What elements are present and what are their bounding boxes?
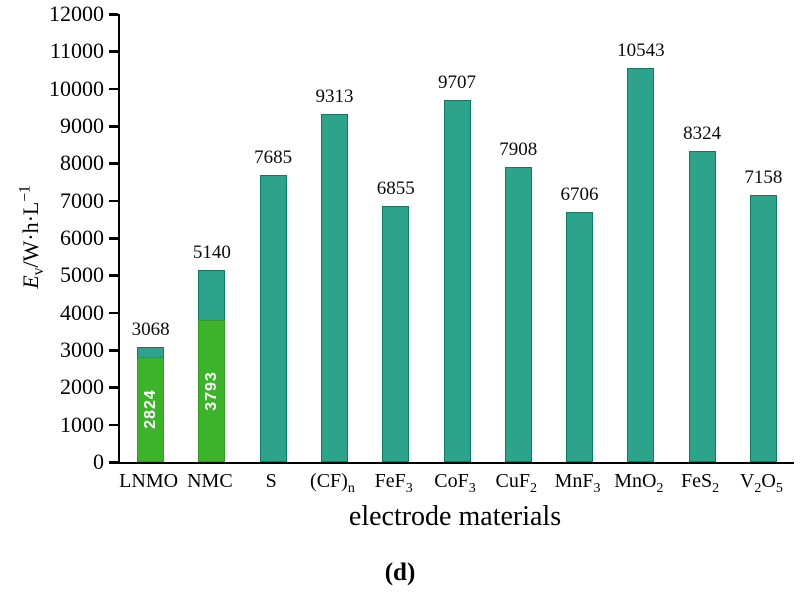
bar-value-label: 5140 (192, 242, 231, 264)
bar-value-label: 3068 (131, 319, 170, 341)
x-tick-label: V2O5 (739, 470, 783, 496)
x-tick-label: MnO2 (614, 470, 664, 496)
y-tick-label: 4000 (60, 299, 104, 325)
bar: 2824 (137, 347, 165, 462)
y-tick-label: 3000 (60, 337, 104, 362)
bar: 3793 (198, 270, 226, 462)
bar-inner-segment: 3793 (198, 320, 226, 462)
bar (259, 175, 287, 462)
plot-area: 0 1000 2000 3000 4000 5000 6000 7000 8000 9000 100… (49, 3, 794, 473)
bar (382, 206, 410, 462)
bar (504, 166, 532, 462)
bar (566, 211, 594, 462)
y-tick-label: 12000 (49, 1, 104, 26)
y-axis-unit: /W·h·L (17, 201, 43, 268)
x-tick-label: S (265, 470, 277, 492)
x-tick-label: FeF3 (374, 470, 413, 496)
bar-value-label: 6855 (376, 178, 415, 200)
y-tick-label: 5000 (60, 262, 104, 288)
y-axis-symbol: E (17, 275, 43, 289)
x-tick-label: FeS2 (681, 470, 720, 496)
y-tick-label: 9000 (60, 113, 104, 138)
y-tick (109, 237, 118, 240)
bar-inner-label: 2824 (141, 389, 159, 430)
bar (320, 114, 348, 462)
y-tick-label: 0 (93, 449, 104, 474)
y-tick (109, 461, 118, 464)
y-tick-label: 6000 (60, 225, 104, 250)
y-tick (109, 125, 118, 128)
y-tick (109, 274, 118, 277)
y-tick-label: 11000 (49, 38, 104, 64)
bar-value-label: 7908 (499, 138, 538, 160)
x-tick-label: CoF3 (434, 470, 476, 496)
y-tick-label: 2000 (60, 374, 104, 400)
bar (627, 68, 655, 462)
y-tick-label: 1000 (60, 411, 104, 437)
y-tick (109, 50, 118, 53)
y-tick (109, 386, 118, 389)
bar (443, 99, 471, 462)
x-axis-title: electrode materials (348, 501, 562, 532)
bar-value-label: 6706 (560, 183, 599, 205)
bar (749, 194, 777, 462)
y-tick (109, 423, 118, 427)
y-axis-title: Ev/W·h·L−1 (16, 185, 48, 289)
y-axis-unit-sup: −1 (16, 185, 34, 202)
x-tick-label: MnF3 (554, 470, 601, 496)
y-tick-label: 7000 (60, 187, 104, 213)
y-tick (109, 162, 118, 165)
y-tick (109, 87, 118, 91)
bar-value-label: 7685 (254, 147, 293, 169)
y-tick-label: 10000 (49, 75, 104, 101)
bar-value-label: 8324 (683, 123, 722, 145)
bar-value-label: 10543 (617, 40, 665, 62)
y-tick (109, 199, 118, 203)
x-tick-label: LNMO (119, 470, 179, 492)
panel-label: (d) (384, 559, 416, 586)
y-axis-symbol-sub: v (30, 267, 48, 276)
bar-inner-segment: 2824 (137, 356, 165, 462)
bar-value-label: 9707 (438, 71, 476, 93)
bar-value-label: 9313 (315, 86, 354, 108)
y-tick (109, 13, 118, 16)
y-tick (109, 349, 118, 352)
x-tick-label: (CF)n (310, 470, 355, 496)
y-tick (109, 311, 118, 315)
bar (688, 151, 716, 462)
x-tick-label: NMC (187, 470, 233, 492)
bar-inner-label: 3793 (202, 371, 220, 411)
bar-value-label: 7158 (744, 166, 783, 188)
x-tick-label: CuF2 (495, 470, 537, 496)
y-tick-label: 8000 (60, 150, 104, 176)
